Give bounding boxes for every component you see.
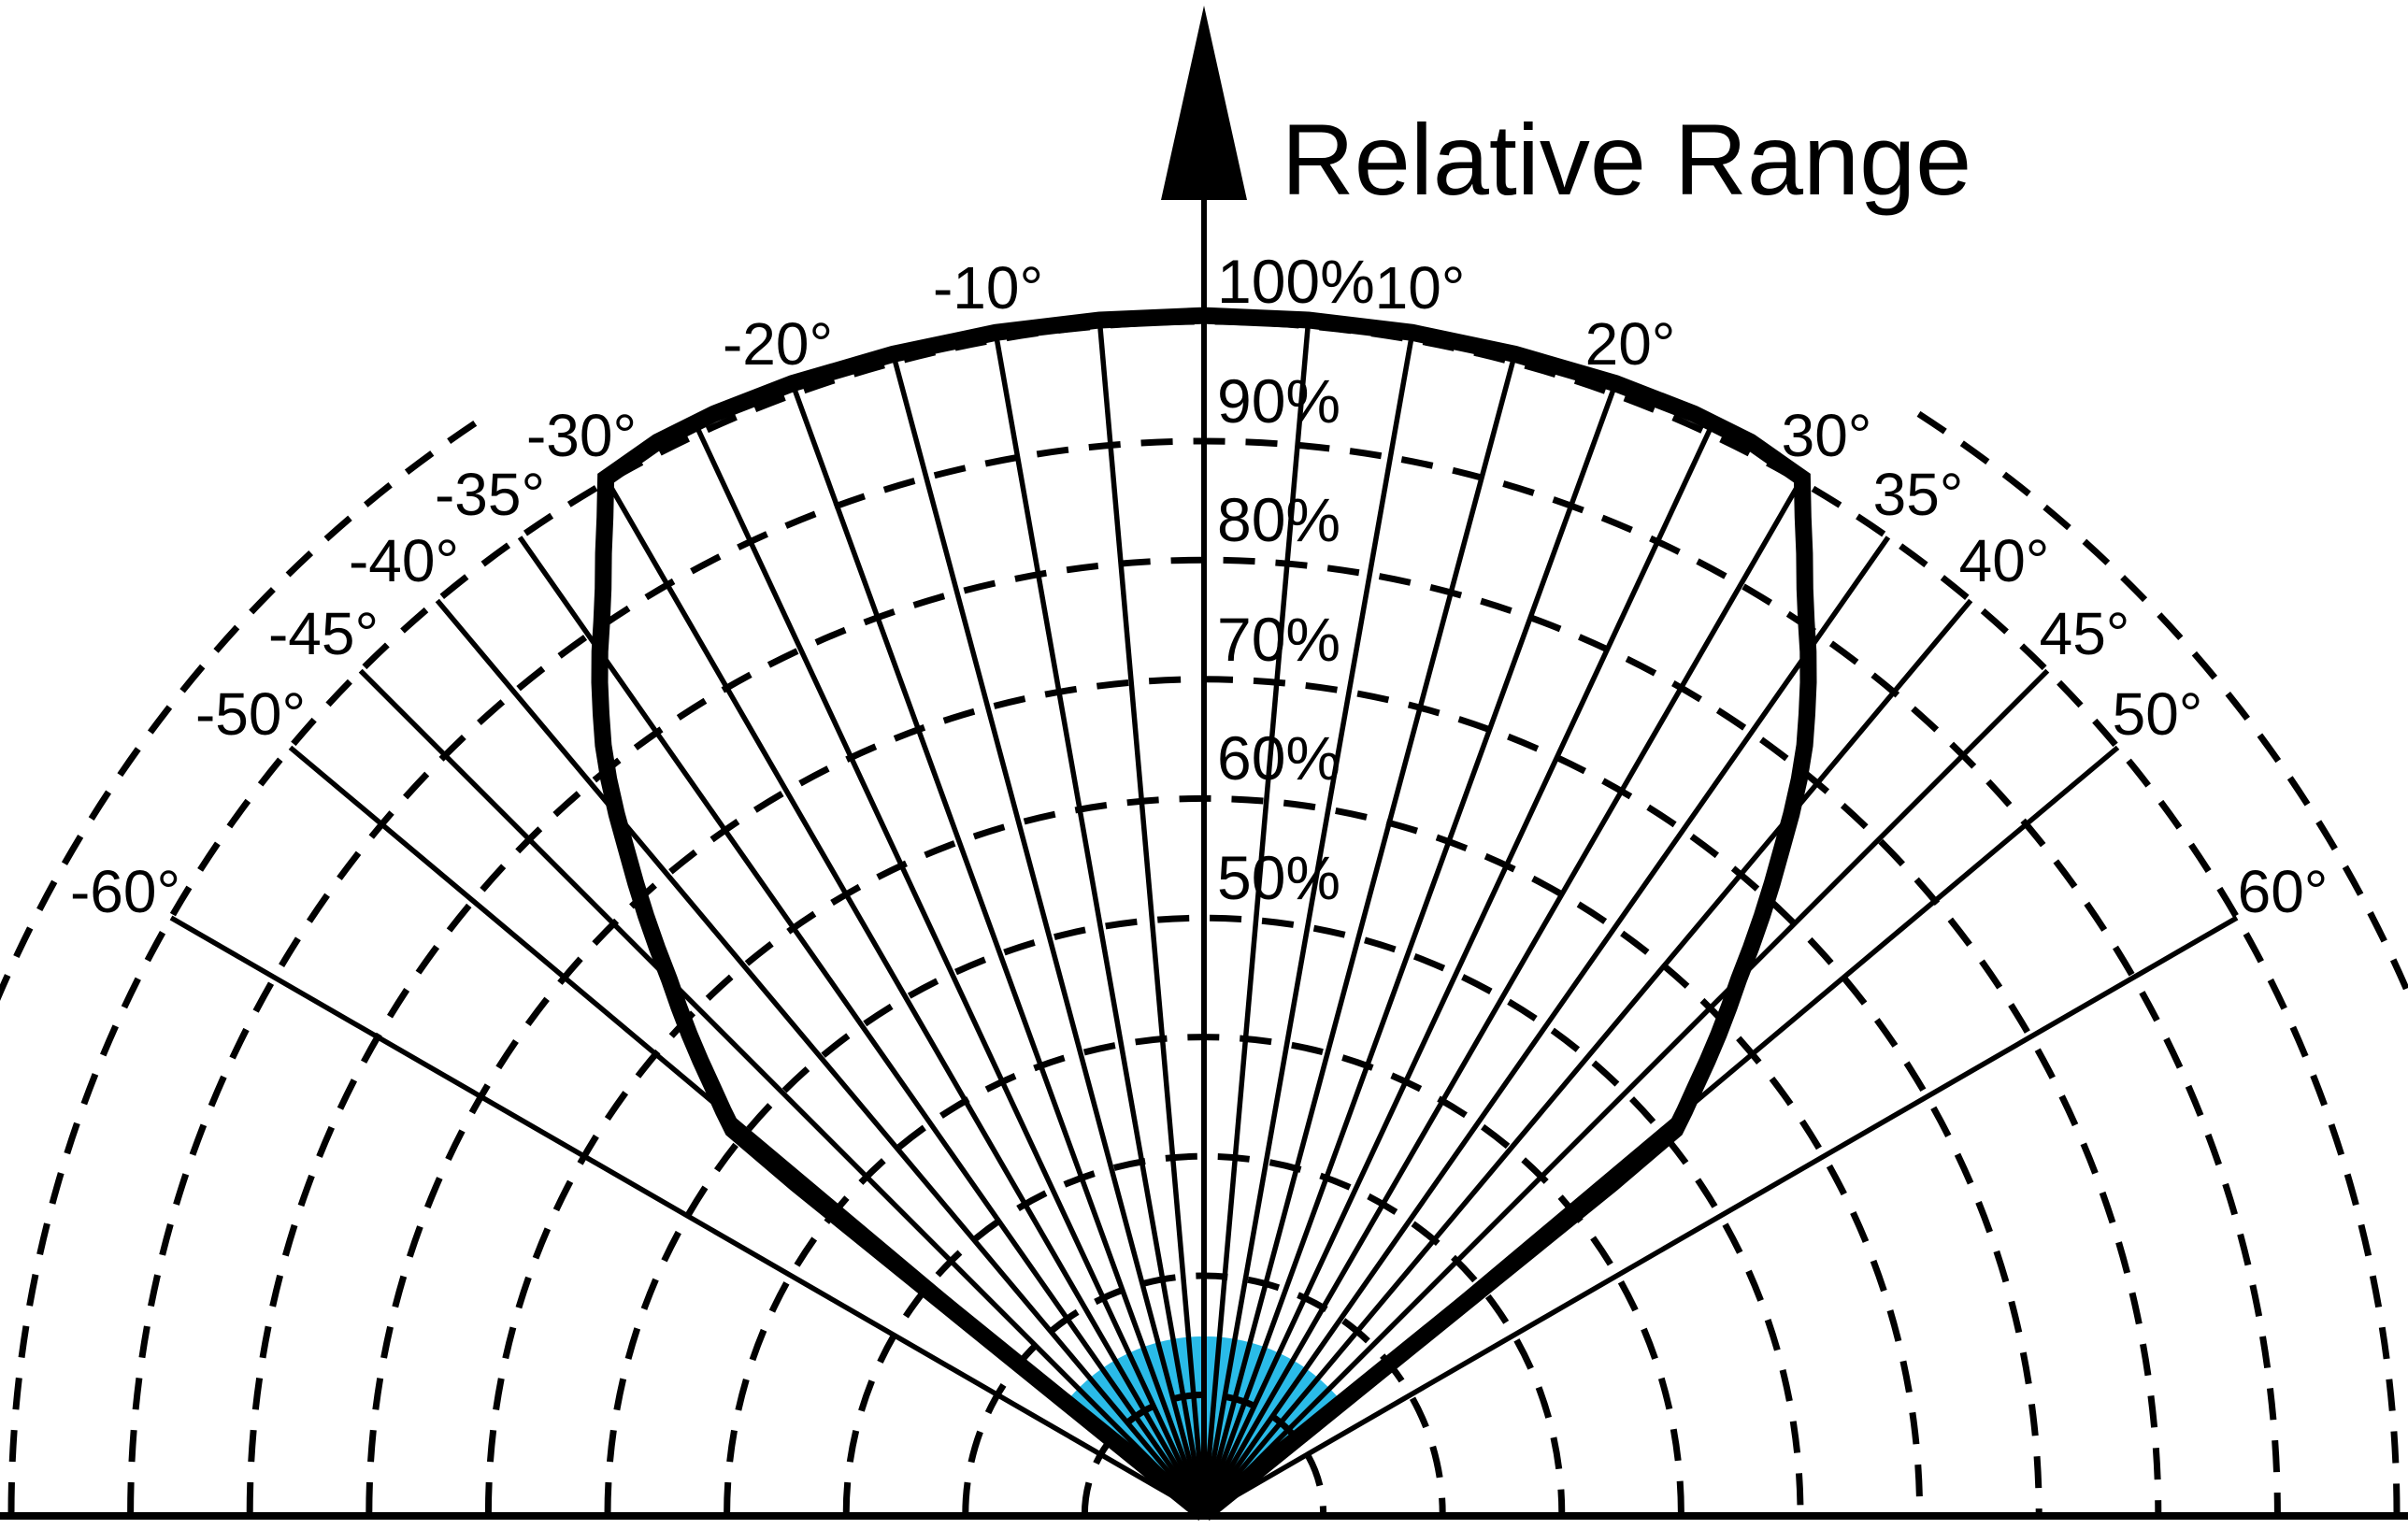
angle-label: 50° — [2113, 680, 2203, 748]
angle-label: 45° — [2040, 600, 2130, 667]
radial-tick-labels: 100% 90% 80% 70% 60% 50% — [1217, 247, 1375, 912]
angle-label: -20° — [723, 310, 833, 378]
angle-label: -40° — [349, 527, 459, 594]
angle-label: 30° — [1782, 402, 1872, 469]
radial-tick-label: 100% — [1217, 247, 1375, 316]
angle-label: -30° — [526, 402, 637, 469]
angle-label: -10° — [933, 254, 1043, 322]
angle-label: 10° — [1375, 254, 1466, 322]
radial-tick-label: 50% — [1217, 843, 1340, 912]
radial-tick-label: 90% — [1217, 366, 1340, 436]
radial-tick-label: 60% — [1217, 723, 1340, 793]
angle-label: -60° — [70, 858, 180, 925]
angle-label: -50° — [195, 680, 306, 748]
angle-label: 20° — [1585, 310, 1676, 378]
radial-grid-lines — [169, 321, 2239, 1517]
chart-title: Relative Range — [1282, 103, 1971, 216]
radial-tick-label: 70% — [1217, 605, 1340, 674]
angle-labels: -60° -50° -45°-40°-35°-30° -20° -10° 10° 20° 30… — [70, 254, 2328, 925]
angle-label: 35° — [1873, 461, 1964, 528]
radial-axis-arrow — [1161, 6, 1247, 1514]
angle-label: -35° — [435, 461, 545, 528]
arrowhead-icon — [1161, 6, 1247, 200]
envelope-curve — [591, 307, 1817, 1521]
angle-label: -45° — [268, 600, 379, 667]
radial-tick-label: 80% — [1217, 485, 1340, 554]
angle-label: 60° — [2238, 858, 2329, 925]
angle-label: 40° — [1959, 527, 2050, 594]
